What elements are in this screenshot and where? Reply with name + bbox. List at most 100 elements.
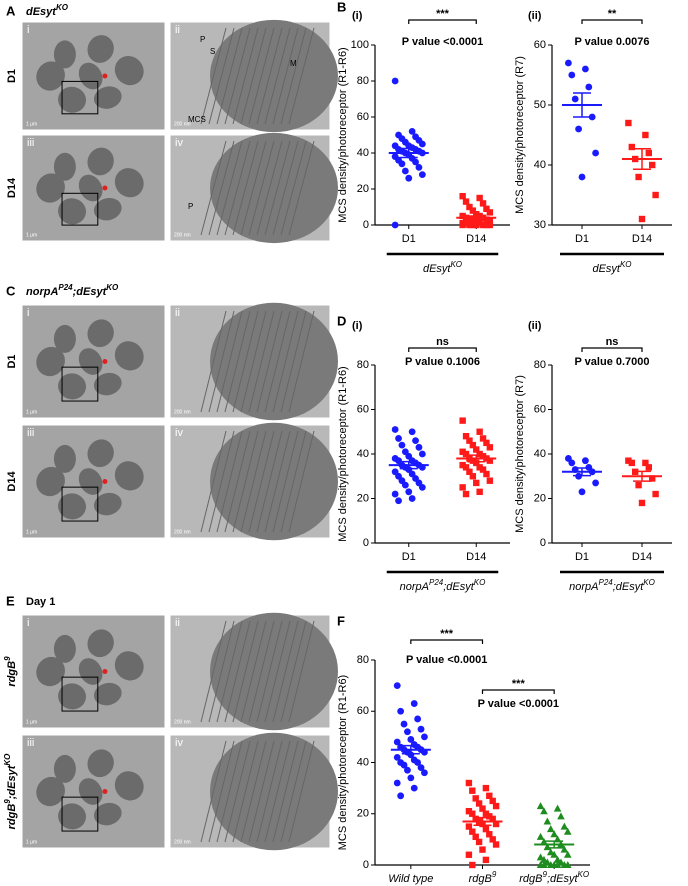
error-bar: [545, 840, 564, 849]
data-point: [557, 858, 565, 866]
rhabdomere-zoom: [210, 732, 338, 851]
y-tick-label: 100: [351, 39, 369, 51]
error-bar: [467, 454, 486, 463]
data-point: [560, 845, 569, 853]
data-point: [469, 207, 477, 214]
microvilli: [248, 740, 275, 843]
x-axis-label-part: norpA: [400, 581, 429, 593]
microvilli: [272, 620, 299, 723]
x-tick-label-part: 9: [542, 870, 547, 879]
microvilli: [288, 740, 315, 843]
microvilli: [288, 620, 315, 723]
data-point: [469, 810, 476, 817]
asterisk: [102, 669, 108, 674]
data-point: [568, 71, 576, 79]
x-tick-label-part: Wild type: [388, 873, 433, 885]
microvilli: [288, 27, 315, 125]
row-label: D14: [6, 177, 18, 198]
data-point: [408, 495, 416, 502]
data-point: [398, 441, 406, 449]
rhabdomere: [36, 656, 65, 687]
data-point: [408, 127, 416, 135]
scale-bar-label: 1 μm: [26, 529, 37, 535]
y-tick-label: 20: [357, 808, 369, 820]
rhabdomere: [36, 173, 65, 203]
rhabdomere: [53, 444, 76, 473]
data-point: [486, 792, 493, 800]
microvilli: [208, 620, 235, 723]
rhabdomere: [87, 629, 114, 658]
data-point: [469, 787, 476, 794]
scale-bar-label: 1 μm: [26, 409, 37, 415]
data-point: [553, 861, 562, 868]
data-point: [476, 464, 483, 471]
y-axis-label: MCS density/photoreceptor (R7): [514, 375, 526, 533]
microvilli: [272, 430, 299, 533]
x-tick-label: Wild type: [388, 873, 433, 885]
microvilli: [208, 140, 235, 236]
data-point: [649, 161, 656, 169]
rhabdomere: [36, 466, 65, 497]
x-axis-label-part: ;dEsyt: [613, 581, 645, 593]
significance-stars: ***: [436, 8, 450, 20]
x-axis-label: norpAP24;dEsytKO: [400, 578, 486, 593]
row-label: D1: [6, 69, 18, 83]
microvilli: [272, 740, 299, 843]
microvilli: [208, 310, 235, 413]
data-point: [473, 446, 480, 453]
annotation: S: [210, 47, 215, 56]
microvilli: [232, 620, 259, 723]
data-point: [395, 435, 402, 442]
rhabdomere: [87, 439, 114, 468]
data-point: [466, 203, 473, 211]
data-point: [412, 437, 419, 445]
data-point: [592, 149, 599, 157]
rhabdomere: [53, 634, 76, 663]
data-point: [486, 477, 494, 484]
error-bar: [633, 470, 651, 482]
y-tick-label: 0: [363, 219, 369, 231]
data-point: [407, 736, 415, 743]
rhabdomere: [87, 319, 114, 348]
data-point: [486, 209, 494, 216]
y-tick-label: 60: [357, 403, 369, 415]
annotation: P: [200, 35, 205, 44]
data-point: [479, 466, 487, 473]
rhabdomere: [53, 40, 76, 69]
data-point: [412, 158, 419, 166]
data-point: [391, 490, 399, 498]
error-bar: [401, 744, 420, 755]
data-point: [625, 119, 632, 127]
data-point: [469, 221, 477, 229]
x-tick-label-part: ;dEsyt: [547, 873, 579, 885]
row-label-part: ;dEsyt: [6, 764, 18, 799]
significance-bracket: [581, 347, 643, 352]
scale-bar-label: 200 nm: [174, 839, 191, 845]
data-point: [465, 779, 473, 787]
data-point: [625, 457, 632, 464]
microvilli: [232, 310, 259, 413]
microvilli: [224, 620, 251, 723]
data-point: [588, 113, 596, 121]
row-label-part: 9: [3, 656, 12, 661]
panel-label: A: [6, 3, 16, 18]
data-point: [479, 221, 487, 229]
panel-title: dEsytKO: [26, 3, 69, 18]
data-point: [492, 802, 500, 810]
row-label-part: D1: [6, 69, 18, 83]
rhabdomere: [93, 802, 122, 826]
data-point: [459, 417, 466, 424]
rhabdomere: [78, 658, 103, 685]
data-point: [462, 433, 470, 440]
data-point: [421, 733, 428, 741]
rhabdomere: [114, 771, 144, 801]
data-point: [414, 759, 422, 766]
microvilli: [288, 430, 315, 533]
x-tick-label-part: D1: [575, 551, 589, 563]
significance-bracket: [410, 639, 484, 644]
microvilli: [200, 430, 227, 533]
data-point: [391, 426, 399, 433]
data-point: [483, 221, 490, 229]
microvilli: [200, 620, 227, 723]
data-point: [469, 473, 477, 480]
